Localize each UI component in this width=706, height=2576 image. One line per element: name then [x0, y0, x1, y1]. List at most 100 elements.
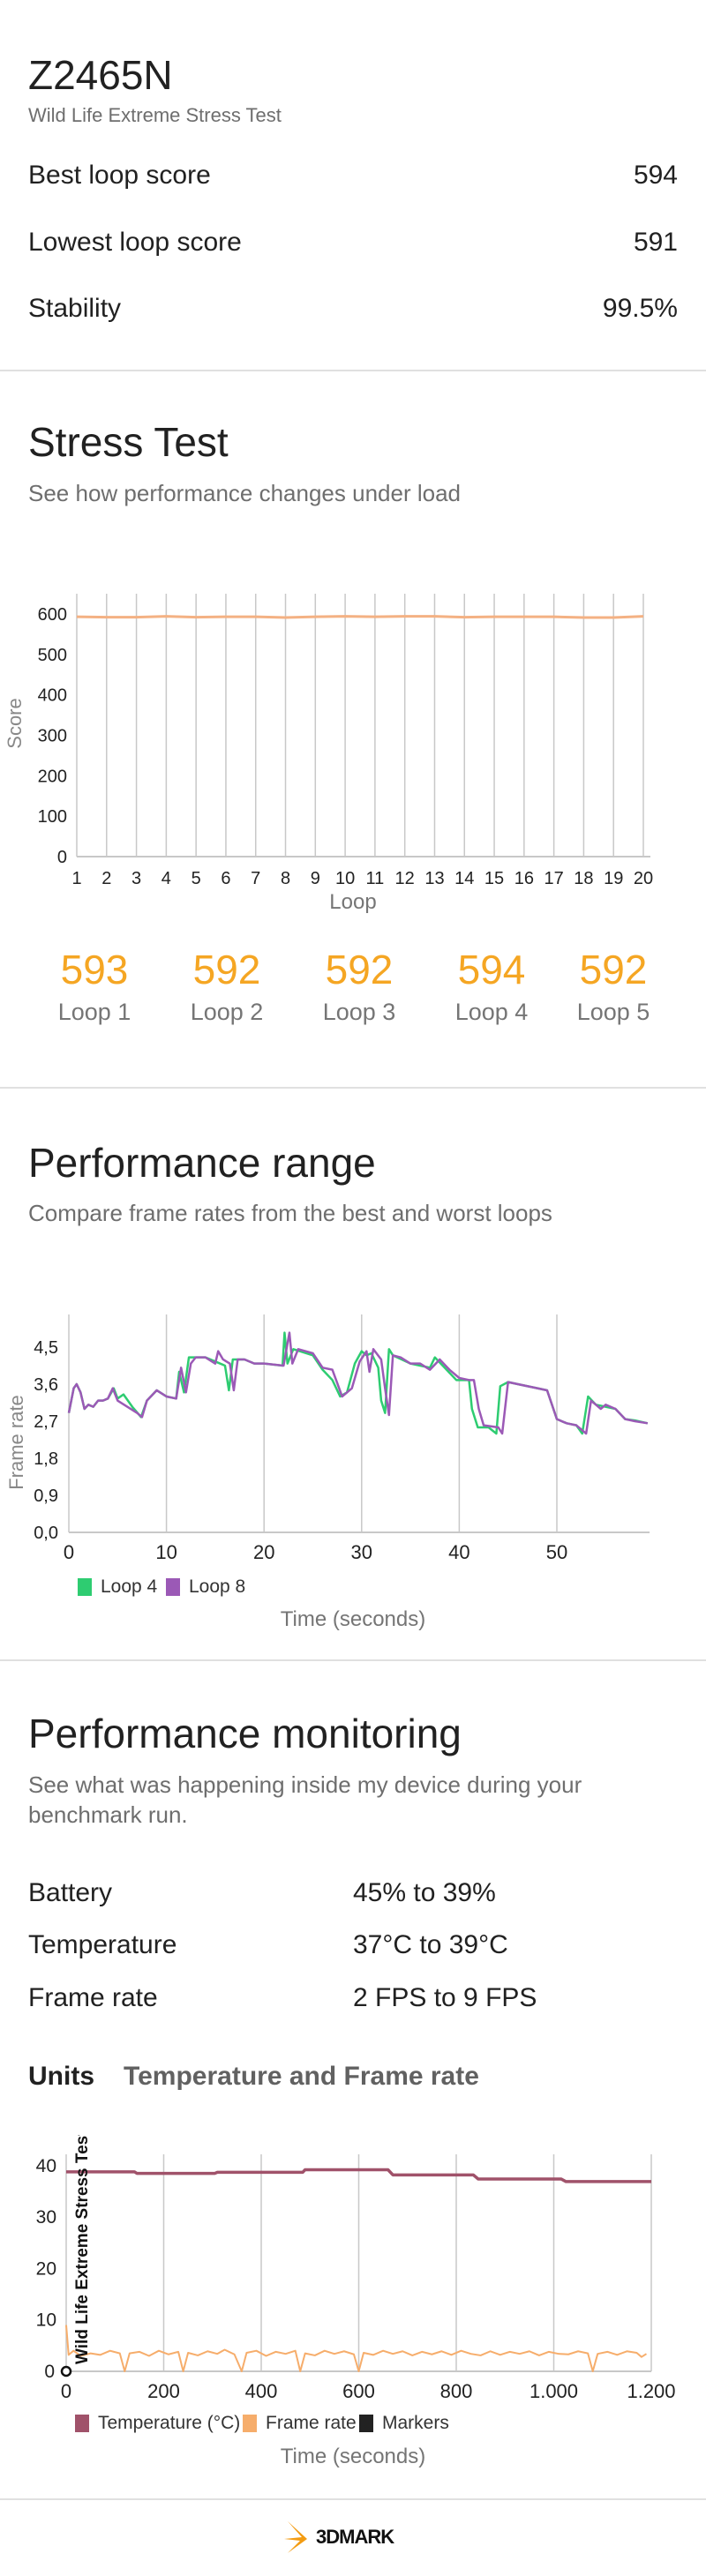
monitoring-chart: 0 200 400 600 800 1.000 1.200 0 10 20 30 40 Wild Lif… — [36, 2135, 676, 2402]
legend-label: Loop 8 — [189, 1576, 246, 1597]
x-tick-label: 1.000 — [530, 2380, 578, 2402]
x-tick-label: 30 — [351, 1541, 372, 1563]
y-tick-label: 3,6 — [34, 1375, 58, 1395]
3dmark-flame-icon — [284, 2521, 307, 2553]
best-loop-row: Best loop score 594 — [28, 161, 678, 191]
stability-row: Stability 99.5% — [28, 294, 678, 324]
divider — [0, 1659, 706, 1661]
y-tick-label: 0 — [44, 2362, 55, 2382]
legend-label: Temperature (°C) — [98, 2413, 241, 2433]
range-subtitle: Compare frame rates from the best and wo… — [28, 1200, 552, 1226]
y-tick-label: 500 — [38, 646, 67, 665]
x-axis-label: Time (seconds) — [280, 2445, 426, 2468]
value: 591 — [633, 228, 678, 257]
frame-rate-range-chart: 0 10 20 30 40 50 0,0 0,9 1,8 2,7 3,6 4,5 Frame rate — [5, 1314, 650, 1563]
test-name: Wild Life Extreme Stress Test — [28, 104, 282, 126]
legend-framerate[interactable]: Frame rate — [243, 2413, 357, 2434]
x-tick-label: 6 — [221, 869, 230, 888]
device-name: Z2465N — [28, 52, 173, 98]
x-axis-label: Loop — [329, 890, 376, 914]
label: Loop 4 — [454, 999, 529, 1025]
y-axis-label: Score — [4, 698, 26, 748]
x-tick-label: 18 — [574, 869, 593, 888]
legend-temperature[interactable]: Temperature (°C) — [75, 2413, 240, 2434]
value: 594 — [633, 161, 678, 190]
loop-score-5: 592 Loop 5 — [547, 946, 680, 1026]
legend-loop8[interactable]: Loop 8 — [166, 1576, 245, 1598]
x-tick-label: 0 — [64, 1541, 74, 1563]
loop-score-2: 592 Loop 2 — [161, 946, 293, 1026]
legend-label: Markers — [382, 2413, 449, 2433]
monitor-subtitle-1: See what was happening inside my device … — [28, 1771, 582, 1798]
logo-text: 3DMARK — [316, 2526, 394, 2548]
legend-swatch — [166, 1578, 180, 1596]
x-tick-label: 400 — [245, 2380, 278, 2402]
y-tick-label: 0 — [57, 848, 67, 867]
x-tick-label: 1 — [71, 869, 81, 888]
x-tick-label: 20 — [634, 869, 653, 888]
y-tick-label: 0,0 — [34, 1524, 58, 1543]
y-tick-label: 400 — [38, 686, 67, 706]
legend-swatch — [75, 2415, 89, 2432]
y-tick-label: 0,9 — [34, 1486, 58, 1506]
label: Temperature — [28, 1930, 177, 1959]
3dmark-logo: 3DMARK — [281, 2520, 394, 2555]
label: Loop 2 — [190, 999, 264, 1025]
y-tick-label: 100 — [38, 807, 67, 827]
x-tick-label: 2 — [101, 869, 111, 888]
x-tick-label: 50 — [546, 1541, 567, 1563]
score: 592 — [325, 947, 394, 992]
x-tick-label: 14 — [454, 869, 474, 888]
y-tick-label: 40 — [36, 2156, 56, 2176]
x-tick-label: 15 — [484, 869, 504, 888]
label: Loop 5 — [576, 999, 650, 1025]
framerate-line — [65, 2325, 648, 2372]
y-tick-label: 10 — [36, 2310, 56, 2331]
x-tick-label: 3 — [131, 869, 141, 888]
x-tick-label: 10 — [155, 1541, 176, 1563]
x-tick-label: 0 — [61, 2380, 71, 2402]
legend-swatch — [359, 2415, 373, 2432]
monitor-subtitle-2: benchmark run. — [28, 1801, 188, 1828]
monitor-title: Performance monitoring — [28, 1711, 462, 1756]
x-tick-label: 4 — [161, 869, 171, 888]
divider — [0, 370, 706, 371]
loop-score-4: 594 Loop 4 — [425, 946, 558, 1026]
x-tick-label: 40 — [448, 1541, 469, 1563]
battery-row: Battery 45% to 39% — [28, 1878, 681, 1908]
x-tick-label: 10 — [335, 869, 355, 888]
x-tick-label: 20 — [253, 1541, 274, 1563]
divider — [0, 1087, 706, 1089]
units-selector[interactable]: Temperature and Frame rate — [124, 2062, 479, 2091]
x-tick-label: 800 — [440, 2380, 473, 2402]
range-title: Performance range — [28, 1140, 376, 1186]
value: 37°C to 39°C — [353, 1930, 508, 1959]
label: Best loop score — [28, 161, 211, 190]
y-tick-label: 2,7 — [34, 1412, 58, 1432]
y-tick-label: 20 — [36, 2258, 56, 2279]
x-tick-label: 19 — [604, 869, 623, 888]
label: Lowest loop score — [28, 228, 242, 257]
label: Frame rate — [28, 1983, 158, 2012]
label: Loop 3 — [322, 999, 396, 1025]
score-chart: 1 2 3 4 5 6 7 8 9 10 11 12 13 14 15 16 17 18 19 20010020030… — [4, 594, 653, 914]
legend-swatch — [243, 2415, 257, 2432]
legend-loop4[interactable]: Loop 4 — [78, 1576, 157, 1598]
x-tick-label: 200 — [147, 2380, 180, 2402]
marker-label: Wild Life Extreme Stress Test — [73, 2135, 92, 2364]
y-tick-label: 600 — [38, 605, 67, 625]
legend-markers[interactable]: Markers — [359, 2413, 449, 2434]
loop-score-3: 592 Loop 3 — [293, 946, 425, 1026]
divider — [0, 2498, 706, 2500]
series-line-loop-4 — [67, 1331, 649, 1435]
legend-label: Frame rate — [266, 2413, 357, 2433]
lowest-loop-row: Lowest loop score 591 — [28, 228, 678, 258]
y-tick-label: 30 — [36, 2207, 56, 2228]
score: 592 — [579, 947, 648, 992]
x-tick-label: 600 — [342, 2380, 375, 2402]
score: 592 — [192, 947, 261, 992]
x-tick-label: 12 — [395, 869, 415, 888]
x-tick-label: 1.200 — [627, 2380, 675, 2402]
framerate-row: Frame rate 2 FPS to 9 FPS — [28, 1983, 681, 2013]
legend-label: Loop 4 — [101, 1576, 158, 1597]
